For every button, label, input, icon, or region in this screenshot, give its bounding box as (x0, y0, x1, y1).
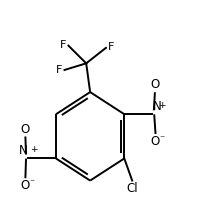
Text: O: O (151, 135, 160, 148)
Text: N: N (19, 144, 27, 157)
Text: +: + (30, 145, 38, 154)
Text: N: N (153, 100, 162, 113)
Text: F: F (60, 39, 66, 50)
Text: F: F (56, 65, 63, 75)
Text: ⁻: ⁻ (160, 134, 165, 144)
Text: O: O (21, 179, 30, 192)
Text: O: O (21, 123, 30, 136)
Text: O: O (150, 78, 159, 91)
Text: +: + (158, 101, 165, 110)
Text: F: F (108, 42, 114, 52)
Text: ⁻: ⁻ (29, 178, 34, 188)
Text: Cl: Cl (126, 182, 138, 195)
